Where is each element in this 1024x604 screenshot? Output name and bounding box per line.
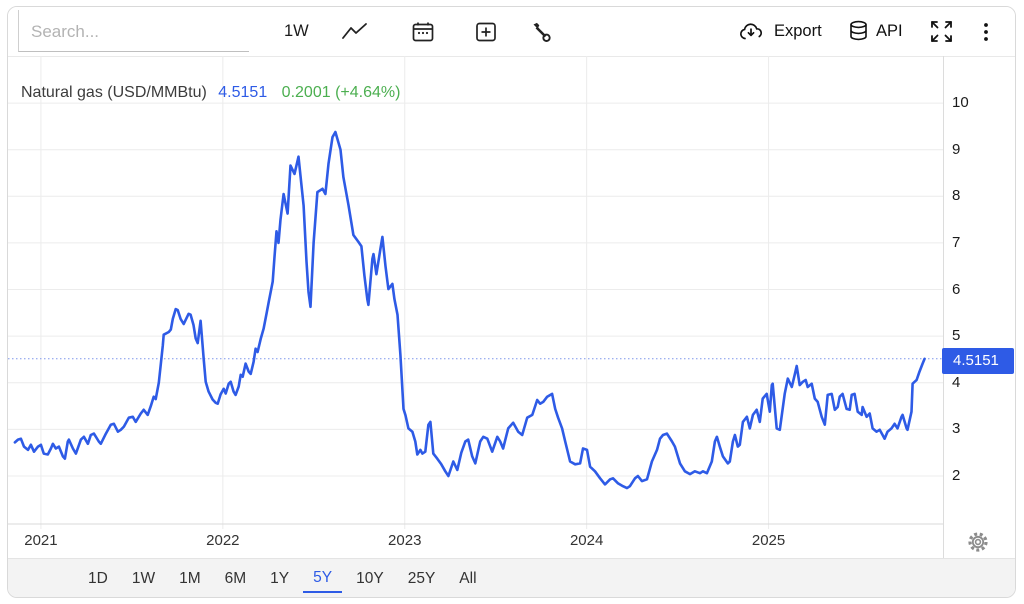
x-tick-label: 2025 [751, 532, 786, 549]
y-tick-label: 7 [952, 233, 961, 251]
range-selector-bar: 1D 1W 1M 6M 1Y 5Y 10Y 25Y All [8, 558, 1015, 597]
price-line-series [13, 130, 926, 490]
more-menu-button[interactable] [980, 7, 992, 56]
search-input[interactable] [19, 10, 249, 51]
search-box[interactable] [18, 10, 249, 52]
x-tick-label: 2023 [388, 532, 422, 549]
frequency-label: 1W [284, 22, 309, 40]
export-button[interactable]: Export [738, 7, 822, 56]
last-price-badge: 4.5151 [942, 347, 1014, 374]
range-options: 1D 1W 1M 6M 1Y 5Y 10Y 25Y All [86, 559, 479, 597]
price-change: 0.2001 (+4.64%) [282, 84, 401, 101]
y-tick-label: 4 [952, 373, 961, 391]
y-tick-label: 3 [952, 420, 961, 438]
cloud-download-icon [740, 22, 763, 39]
settings-tools-button[interactable] [529, 7, 553, 56]
range-button-1w[interactable]: 1W [131, 570, 156, 587]
toolbar: 1W [8, 7, 1015, 57]
calendar-icon [412, 22, 434, 41]
y-tick-label: 6 [952, 280, 961, 298]
frequency-selector[interactable]: 1W [284, 7, 309, 56]
range-button-all[interactable]: All [459, 570, 477, 587]
chart-settings-button[interactable] [965, 529, 991, 555]
y-tick-label: 10 [952, 94, 969, 112]
last-price-value: 4.5151 [218, 84, 268, 101]
price-change-pct: (+4.64%) [335, 84, 401, 101]
kebab-menu-icon [984, 22, 988, 41]
api-button[interactable]: API [848, 7, 903, 56]
chart-type-button[interactable] [341, 7, 368, 56]
instrument-title: Natural gas (USD/MMBtu) [21, 84, 207, 101]
y-axis-line [943, 56, 944, 558]
wrench-icon [533, 22, 551, 42]
range-button-1m[interactable]: 1M [179, 570, 201, 587]
fullscreen-expand-icon [931, 21, 952, 42]
range-button-25y[interactable]: 25Y [407, 570, 436, 587]
api-label: API [876, 22, 903, 40]
price-change-abs: 0.2001 [281, 84, 331, 101]
y-tick-label: 5 [952, 327, 961, 345]
y-tick-label: 8 [952, 187, 961, 205]
database-icon [850, 20, 867, 41]
fullscreen-button[interactable] [928, 7, 955, 56]
line-chart-icon [342, 22, 367, 39]
x-tick-label: 2021 [24, 532, 58, 549]
range-button-1y[interactable]: 1Y [270, 570, 290, 587]
range-button-6m[interactable]: 6M [224, 570, 247, 587]
y-tick-label: 9 [952, 140, 961, 158]
calendar-button[interactable] [411, 7, 435, 56]
x-tick-label: 2024 [569, 532, 604, 549]
x-tick-label: 2022 [206, 532, 240, 549]
chart-widget-card: 1W [7, 6, 1016, 598]
y-tick-label: 2 [952, 466, 961, 484]
range-button-5y[interactable]: 5Y [303, 566, 343, 593]
chart-header: Natural gas (USD/MMBtu) 4.5151 0.2001 (+… [21, 84, 400, 102]
price-chart-plot[interactable] [8, 56, 943, 530]
gear-icon [968, 532, 988, 552]
range-button-10y[interactable]: 10Y [356, 570, 384, 587]
add-indicator-button[interactable] [474, 7, 498, 56]
plus-square-icon [476, 22, 496, 41]
export-label: Export [774, 22, 822, 40]
range-button-1d[interactable]: 1D [88, 570, 108, 587]
